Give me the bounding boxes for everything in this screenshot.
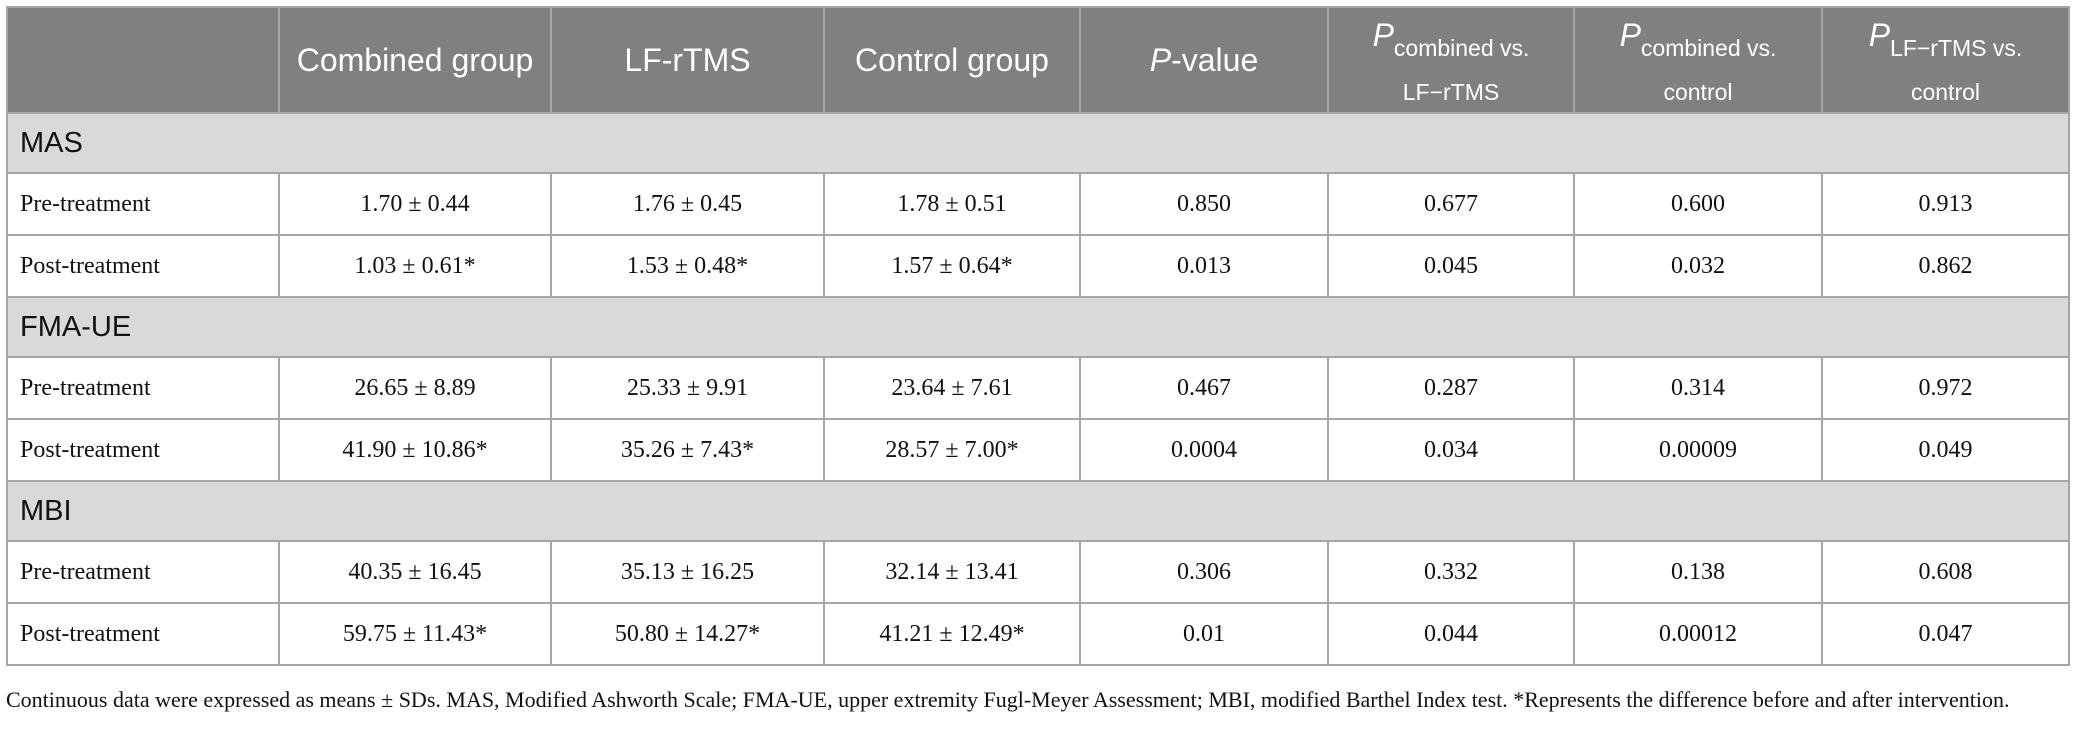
section-row: MBI <box>6 480 2070 542</box>
section-title: FMA-UE <box>6 296 2070 358</box>
row-label: Post-treatment <box>6 418 280 482</box>
header-cell: PLF−rTMS vs. control <box>1821 6 2070 114</box>
cell: 1.53 ± 0.48* <box>550 234 825 298</box>
section-row: MAS <box>6 112 2070 174</box>
data-row: Post-treatment 41.90 ± 10.86* 35.26 ± 7.43… <box>6 418 2070 482</box>
header-text: -value <box>1171 42 1259 78</box>
cell: 0.034 <box>1327 418 1575 482</box>
cell: 41.90 ± 10.86* <box>278 418 552 482</box>
header-subscript: combined vs. control <box>1640 35 1777 105</box>
cell: 0.01 <box>1079 602 1329 666</box>
header-cell: Control group <box>823 6 1081 114</box>
cell: 0.032 <box>1573 234 1823 298</box>
cell: 35.26 ± 7.43* <box>550 418 825 482</box>
header-cell <box>6 6 280 114</box>
cell: 0.049 <box>1821 418 2070 482</box>
section-row: FMA-UE <box>6 296 2070 358</box>
cell: 0.0004 <box>1079 418 1329 482</box>
row-label: Post-treatment <box>6 234 280 298</box>
header-italic: P <box>1619 17 1641 53</box>
cell: 1.57 ± 0.64* <box>823 234 1081 298</box>
cell: 1.76 ± 0.45 <box>550 172 825 236</box>
cell: 41.21 ± 12.49* <box>823 602 1081 666</box>
header-subscript: combined vs. LF−rTMS <box>1393 35 1530 105</box>
cell: 0.850 <box>1079 172 1329 236</box>
cell: 0.045 <box>1327 234 1575 298</box>
footnote: Continuous data were expressed as means … <box>6 687 2010 712</box>
header-subscript: LF−rTMS vs. control <box>1890 35 2023 105</box>
cell: 0.047 <box>1821 602 2070 666</box>
header-italic: P <box>1868 17 1891 53</box>
row-label: Post-treatment <box>6 602 280 666</box>
data-row: Post-treatment 1.03 ± 0.61* 1.53 ± 0.48* 1.… <box>6 234 2070 298</box>
header-cell: Combined group <box>278 6 552 114</box>
cell: 0.600 <box>1573 172 1823 236</box>
cell: 40.35 ± 16.45 <box>278 540 552 604</box>
header-cell: Pcombined vs. LF−rTMS <box>1327 6 1575 114</box>
data-row: Pre-treatment 26.65 ± 8.89 25.33 ± 9.91 23.… <box>6 356 2070 420</box>
header-text: Combined group <box>296 42 534 78</box>
cell: 35.13 ± 16.25 <box>550 540 825 604</box>
data-row: Pre-treatment 1.70 ± 0.44 1.76 ± 0.45 1.78 … <box>6 172 2070 236</box>
header-italic: P <box>1149 42 1172 78</box>
cell: 0.913 <box>1821 172 2070 236</box>
cell: 59.75 ± 11.43* <box>278 602 552 666</box>
cell: 50.80 ± 14.27* <box>550 602 825 666</box>
header-row: Combined group LF-rTMS Control group P-valu… <box>6 6 2070 114</box>
cell: 28.57 ± 7.00* <box>823 418 1081 482</box>
cell: 32.14 ± 13.41 <box>823 540 1081 604</box>
section-title: MAS <box>6 112 2070 174</box>
cell: 0.314 <box>1573 356 1823 420</box>
cell: 0.332 <box>1327 540 1575 604</box>
section-title: MBI <box>6 480 2070 542</box>
cell: 0.00012 <box>1573 602 1823 666</box>
cell: 0.862 <box>1821 234 2070 298</box>
row-label: Pre-treatment <box>6 540 280 604</box>
header-italic: P <box>1372 17 1394 53</box>
cell: 0.138 <box>1573 540 1823 604</box>
data-row: Post-treatment 59.75 ± 11.43* 50.80 ± 14.2… <box>6 602 2070 666</box>
cell: 23.64 ± 7.61 <box>823 356 1081 420</box>
header-cell: Pcombined vs. control <box>1573 6 1823 114</box>
cell: 0.608 <box>1821 540 2070 604</box>
cell: 0.306 <box>1079 540 1329 604</box>
cell: 25.33 ± 9.91 <box>550 356 825 420</box>
cell: 26.65 ± 8.89 <box>278 356 552 420</box>
header-text: LF-rTMS <box>624 42 751 78</box>
cell: 0.00009 <box>1573 418 1823 482</box>
header-cell: LF-rTMS <box>550 6 825 114</box>
cell: 1.70 ± 0.44 <box>278 172 552 236</box>
data-row: Pre-treatment 40.35 ± 16.45 35.13 ± 16.25 3… <box>6 540 2070 604</box>
data-table: Combined group LF-rTMS Control group P-valu… <box>6 6 2070 666</box>
cell: 0.287 <box>1327 356 1575 420</box>
cell: 0.467 <box>1079 356 1329 420</box>
cell: 0.013 <box>1079 234 1329 298</box>
cell: 0.972 <box>1821 356 2070 420</box>
row-label: Pre-treatment <box>6 172 280 236</box>
cell: 0.044 <box>1327 602 1575 666</box>
cell: 0.677 <box>1327 172 1575 236</box>
cell: 1.78 ± 0.51 <box>823 172 1081 236</box>
table-body: MAS Pre-treatment 1.70 ± 0.44 1.76 ± 0.45 1.… <box>6 112 2070 666</box>
cell: 1.03 ± 0.61* <box>278 234 552 298</box>
header-cell: P-value <box>1079 6 1329 114</box>
header-text: Control group <box>855 42 1049 78</box>
row-label: Pre-treatment <box>6 356 280 420</box>
